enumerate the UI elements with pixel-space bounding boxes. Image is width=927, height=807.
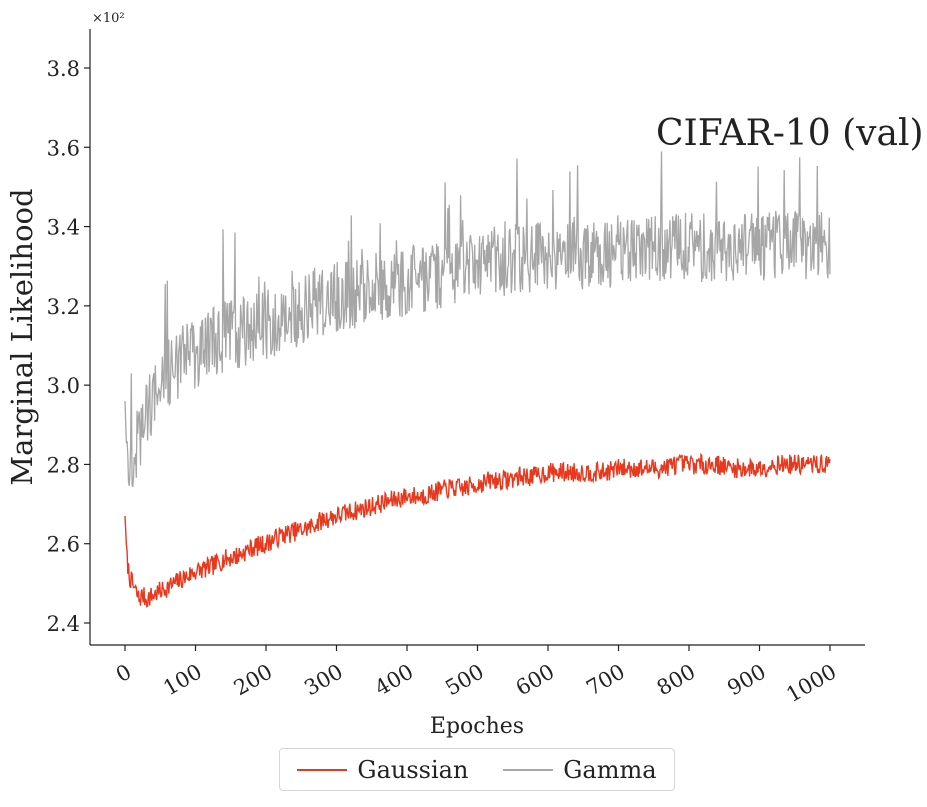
y-tick-label: 2.8 [47, 453, 80, 477]
y-ticks: 2.4 2.6 2.8 3.0 3.2 3.4 3.6 3.8 [47, 57, 90, 636]
legend-item-gaussian: Gaussian [297, 756, 468, 784]
x-tick-label: 0 [112, 660, 136, 687]
y-tick-label: 3.0 [47, 374, 80, 398]
y-tick-label: 3.4 [47, 216, 80, 240]
x-axis-label: Epoches [430, 714, 524, 739]
x-tick-label: 1000 [782, 660, 840, 708]
x-tick-label: 900 [723, 660, 770, 701]
x-tick-label: 400 [371, 660, 418, 701]
y-tick-label: 2.6 [47, 533, 80, 557]
x-tick-label: 600 [512, 660, 559, 701]
x-tick-label: 100 [159, 660, 206, 701]
x-ticks: 0 100 200 300 400 500 600 700 800 900 1000 [112, 645, 841, 707]
legend-swatch-gaussian [297, 768, 348, 771]
y-tick-label: 3.8 [47, 57, 80, 81]
x-tick-label: 200 [230, 660, 277, 701]
x-tick-label: 800 [653, 660, 700, 701]
legend-swatch-gamma [503, 768, 554, 771]
y-tick-label: 3.2 [47, 295, 80, 319]
y-multiplier-label: ×10² [92, 11, 125, 26]
legend-label-gamma: Gamma [563, 755, 657, 784]
legend-label-gaussian: Gaussian [357, 755, 469, 784]
series-line-gamma [124, 151, 831, 487]
legend: Gaussian Gamma [279, 748, 675, 791]
x-tick-label: 500 [441, 660, 488, 701]
y-tick-label: 3.6 [47, 136, 80, 160]
y-tick-label: 2.4 [47, 612, 80, 636]
annotation-label: CIFAR-10 (val) [656, 113, 924, 154]
series-layer [124, 151, 831, 608]
legend-item-gamma: Gamma [503, 755, 657, 784]
x-tick-label: 700 [582, 660, 629, 701]
y-axis-label: Marginal Likelihood [5, 188, 39, 485]
x-tick-label: 300 [300, 660, 347, 701]
series-line-gaussian [124, 452, 831, 608]
